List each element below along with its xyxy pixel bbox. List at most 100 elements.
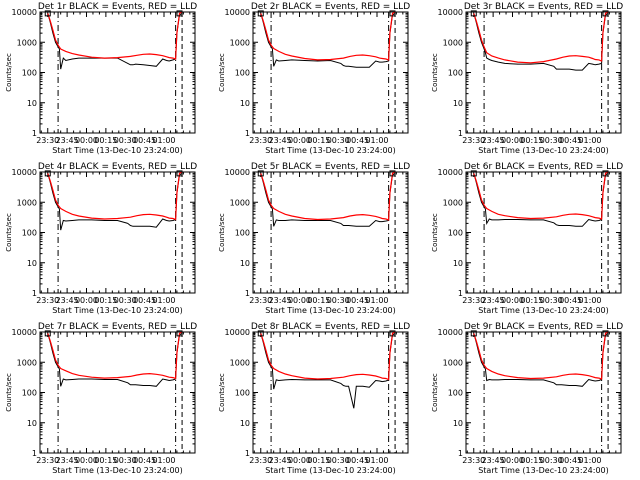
y-tick-label: 10 — [27, 419, 37, 428]
x-tick-label: 00:45 — [133, 296, 156, 305]
x-tick-label: 00:00 — [501, 136, 524, 145]
detector-panel: Det 2r BLACK = Events, RED = LLD 1 10 100 10… — [218, 2, 410, 155]
y-tick-label: 1000 — [230, 198, 250, 207]
y-tick-label: 1000 — [17, 38, 37, 47]
edge-marker — [176, 330, 183, 337]
x-tick-label: 00:30 — [540, 136, 563, 145]
chart-title: Det 7r BLACK = Events, RED = LLD — [38, 322, 197, 332]
edge-marker — [389, 10, 396, 17]
edge-marker — [176, 10, 183, 17]
y-axis-label: Counts/sec — [5, 213, 13, 252]
chart-title: Det 4r BLACK = Events, RED = LLD — [38, 162, 197, 172]
events-series-line — [473, 332, 609, 387]
detector-panel: Det 8r BLACK = Events, RED = LLD 1 10 100 10… — [218, 322, 410, 475]
x-tick-label: 00:45 — [559, 136, 582, 145]
x-tick-label: 01:00 — [578, 456, 601, 465]
edge-marker — [44, 170, 51, 177]
lld-series-line — [473, 331, 609, 380]
events-series-line — [260, 172, 396, 227]
y-tick-label: 1 — [245, 289, 250, 298]
detector-panel: Det 1r BLACK = Events, RED = LLD 1 10 100 10… — [5, 2, 197, 155]
y-axis-label: Counts/sec — [431, 373, 439, 412]
x-tick-label: 00:45 — [133, 456, 156, 465]
lld-series-line — [260, 171, 396, 221]
x-tick-label: 00:45 — [346, 456, 369, 465]
edge-marker — [389, 170, 396, 177]
chart-title: Det 8r BLACK = Events, RED = LLD — [251, 322, 410, 332]
x-tick-label: 23:30 — [249, 296, 272, 305]
y-tick-label: 10000 — [12, 328, 37, 337]
edge-marker — [602, 10, 609, 17]
x-tick-label: 00:15 — [307, 456, 330, 465]
events-series-line — [260, 12, 396, 68]
events-series-line — [473, 12, 609, 71]
x-tick-label: 00:30 — [540, 456, 563, 465]
y-axis-label: Counts/sec — [431, 213, 439, 252]
y-tick-label: 100 — [22, 69, 37, 78]
x-tick-label: 00:00 — [288, 456, 311, 465]
edge-marker — [470, 170, 477, 177]
lld-series-line — [47, 331, 183, 380]
plot-frame — [39, 11, 196, 134]
y-tick-label: 10000 — [438, 168, 463, 177]
detector-panel: Det 7r BLACK = Events, RED = LLD 1 10 100 10… — [5, 322, 197, 475]
x-tick-label: 00:15 — [307, 136, 330, 145]
x-tick-label: 01:00 — [152, 456, 175, 465]
x-tick-label: 00:00 — [288, 296, 311, 305]
lld-series-line — [473, 11, 609, 64]
y-tick-label: 1 — [32, 129, 37, 138]
detector-panel: Det 5r BLACK = Events, RED = LLD 1 10 100 10… — [218, 162, 410, 315]
x-axis-label: Start Time (13-Dec-10 23:24:00) — [478, 466, 609, 475]
lld-series-line — [473, 171, 609, 220]
y-tick-label: 100 — [448, 389, 463, 398]
x-tick-label: 23:45 — [56, 456, 79, 465]
chart-title: Det 5r BLACK = Events, RED = LLD — [251, 162, 410, 172]
edge-marker — [44, 330, 51, 337]
y-tick-label: 1000 — [17, 358, 37, 367]
x-tick-label: 00:45 — [346, 296, 369, 305]
plot-frame — [252, 331, 409, 454]
y-tick-label: 10 — [453, 99, 463, 108]
x-tick-label: 00:15 — [520, 136, 543, 145]
edge-marker — [44, 10, 51, 17]
y-tick-label: 100 — [235, 229, 250, 238]
y-tick-label: 10 — [27, 259, 37, 268]
x-tick-label: 23:45 — [482, 296, 505, 305]
y-tick-label: 1 — [458, 449, 463, 458]
events-series-line — [260, 332, 396, 409]
x-tick-label: 01:00 — [578, 136, 601, 145]
y-tick-label: 10 — [240, 419, 250, 428]
y-tick-label: 1000 — [230, 358, 250, 367]
y-tick-label: 100 — [448, 229, 463, 238]
x-axis-label: Start Time (13-Dec-10 23:24:00) — [265, 306, 396, 315]
plot-frame — [465, 11, 622, 134]
edge-marker — [257, 10, 264, 17]
edge-marker — [602, 170, 609, 177]
x-tick-label: 00:30 — [114, 456, 137, 465]
x-tick-label: 23:30 — [462, 296, 485, 305]
edge-marker — [257, 170, 264, 177]
y-tick-label: 100 — [235, 389, 250, 398]
y-axis-label: Counts/sec — [5, 373, 13, 412]
lld-series-line — [260, 11, 396, 61]
chart-title: Det 2r BLACK = Events, RED = LLD — [251, 2, 410, 12]
x-tick-label: 00:30 — [540, 296, 563, 305]
plot-frame — [252, 11, 409, 134]
x-tick-label: 01:00 — [365, 136, 388, 145]
y-tick-label: 10000 — [12, 8, 37, 17]
plot-frame — [252, 171, 409, 294]
y-tick-label: 10000 — [438, 328, 463, 337]
x-tick-label: 00:00 — [288, 136, 311, 145]
x-tick-label: 23:30 — [249, 136, 272, 145]
edge-marker — [176, 170, 183, 177]
x-tick-label: 01:00 — [365, 296, 388, 305]
detector-panel: Det 6r BLACK = Events, RED = LLD 1 10 100 10… — [431, 162, 623, 315]
y-tick-label: 10 — [240, 99, 250, 108]
y-tick-label: 1000 — [443, 358, 463, 367]
y-tick-label: 1000 — [443, 38, 463, 47]
y-tick-label: 10000 — [225, 8, 250, 17]
edge-marker — [257, 330, 264, 337]
events-series-line — [47, 172, 183, 231]
y-tick-label: 10 — [240, 259, 250, 268]
